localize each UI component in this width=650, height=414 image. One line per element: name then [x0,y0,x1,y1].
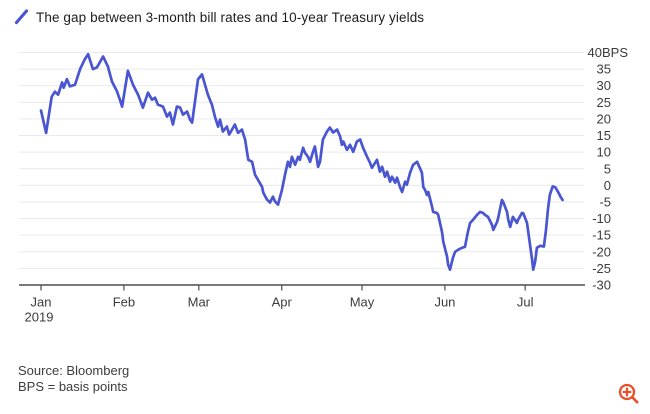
y-tick-label: -30 [592,278,611,293]
x-tick-label: May [350,295,375,310]
y-tick-label: 10 [597,145,611,160]
y-tick-label: 30 [597,78,611,93]
legend-line-icon [14,9,29,25]
y-tick-label: 0 [604,178,611,193]
y-tick-label: -15 [592,228,611,243]
chart-legend: The gap between 3-month bill rates and 1… [13,8,424,26]
x-tick-label: Jul [517,295,534,310]
y-tick-label: 25 [597,95,611,110]
y-tick-label: -5 [599,194,611,209]
series-line [39,52,564,272]
chart-footer: Source: Bloomberg BPS = basis points [18,363,129,394]
source-text: Source: Bloomberg [18,363,130,378]
y-tick-label: -10 [592,211,611,226]
y-tick-label: -25 [592,261,611,276]
zoom-in-icon[interactable] [616,381,642,407]
x-tick-label: Feb [113,295,135,310]
y-tick-label: 35 [597,62,611,77]
y-tick-label: 5 [604,161,611,176]
chart-title: The gap between 3-month bill rates and 1… [36,9,425,25]
x-tick-label: Apr [272,295,293,310]
x-tick-label: Jun [434,295,455,310]
y-tick-label: -20 [592,244,611,259]
y-tick-label: 20 [597,111,611,126]
y-tick-label-unit: 40BPS [588,45,629,60]
bps-note: BPS = basis points [18,378,128,394]
x-tick-label: Mar [188,295,211,310]
x-axis-year-label: 2019 [25,310,54,325]
y-tick-label: 15 [597,128,611,143]
x-tick-label: Jan [31,295,52,310]
